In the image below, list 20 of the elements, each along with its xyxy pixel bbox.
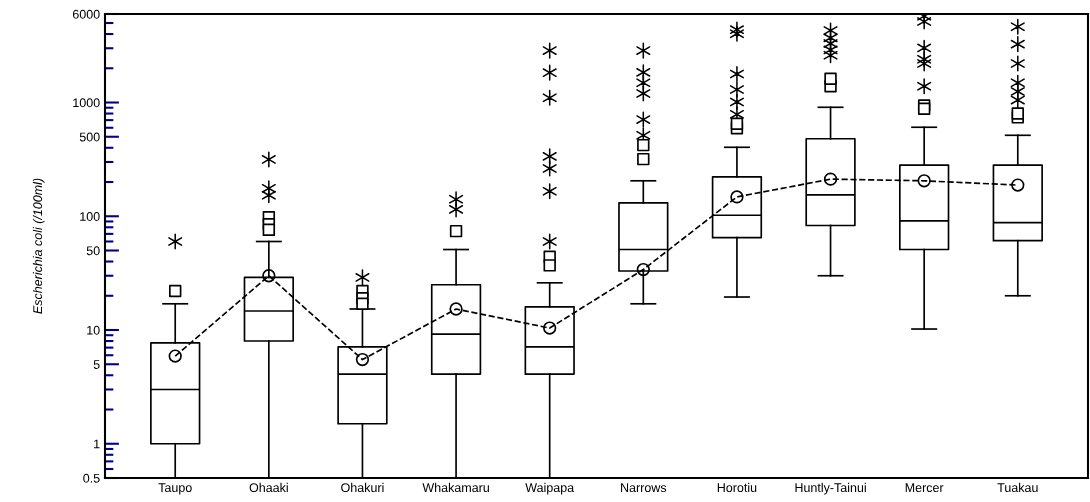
x-tick-label: Horotiu: [717, 482, 757, 493]
y-tick-label: 500: [79, 132, 100, 142]
y-tick-label: 10: [87, 325, 100, 335]
x-tick-label: Narrows: [621, 483, 667, 493]
x-tick-label: Taupo: [158, 483, 192, 495]
x-tick-label: Whakamaru: [422, 482, 489, 493]
y-tick-label: 0.5: [83, 473, 100, 483]
x-tick-label: Tuakau: [997, 482, 1038, 493]
y-tick-label: 50: [86, 246, 100, 256]
y-axis-title: Escherichia coli (/100ml): [32, 178, 45, 314]
x-tick-label: Waipapa: [525, 482, 575, 495]
y-tick-label: 1: [94, 439, 100, 449]
x-tick-label: Huntly-Tainui: [795, 482, 866, 495]
x-tick-label: Ohakuri: [341, 482, 384, 493]
x-tick-label: Mercer: [905, 483, 944, 493]
y-tick-label: 1000: [73, 98, 100, 108]
x-tick-label: Ohaaki: [249, 482, 288, 493]
y-tick-label: 6000: [72, 9, 100, 19]
y-tick-label: 100: [80, 212, 100, 221]
y-tick-label: 5: [93, 360, 100, 369]
